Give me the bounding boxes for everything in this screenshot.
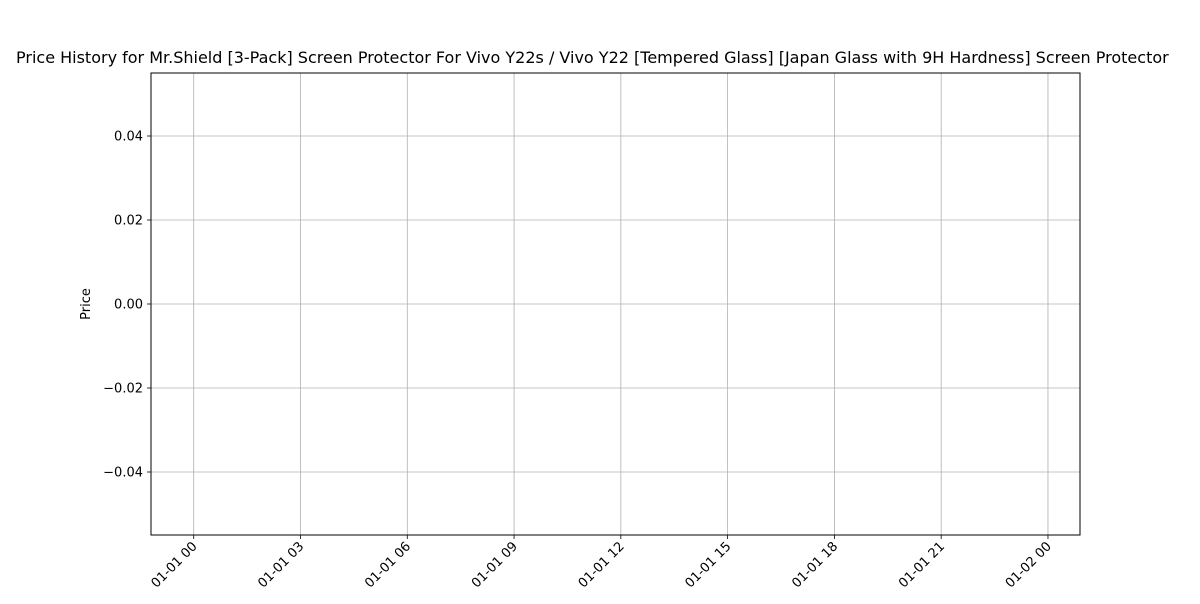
y-tick-label: −0.04	[103, 466, 143, 481]
grid-layer	[151, 73, 1080, 535]
y-tick-label: 0.00	[114, 298, 143, 313]
y-tick-label: 0.02	[114, 214, 143, 229]
y-tick-label: 0.04	[114, 130, 143, 145]
y-axis-label: Price	[79, 288, 94, 320]
chart-title: Price History for Mr.Shield [3-Pack] Scr…	[16, 48, 1169, 67]
y-tick-label: −0.02	[103, 382, 143, 397]
